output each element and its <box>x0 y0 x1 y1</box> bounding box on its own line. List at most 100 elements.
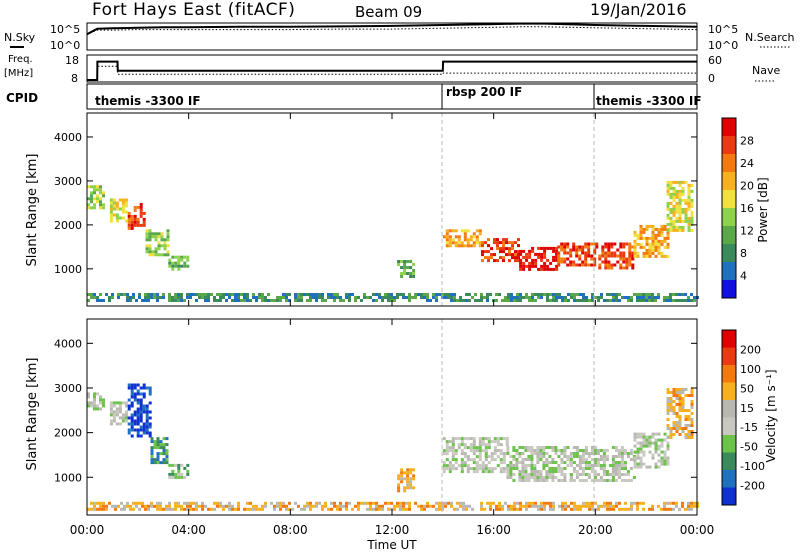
data-cell <box>549 261 553 265</box>
data-cell <box>142 428 146 432</box>
data-cell <box>678 427 682 430</box>
data-cell <box>432 296 435 299</box>
data-cell <box>426 504 429 508</box>
data-cell <box>663 239 667 243</box>
data-cell <box>681 397 685 400</box>
data-cell <box>678 180 682 184</box>
data-cell <box>604 242 608 246</box>
data-cell <box>504 296 507 299</box>
data-cell <box>496 259 499 263</box>
data-cell <box>120 501 123 505</box>
data-cell <box>463 235 467 239</box>
data-cell <box>572 260 576 264</box>
data-cell <box>507 296 510 299</box>
data-cell <box>166 229 170 233</box>
data-cell <box>405 296 408 299</box>
data-cell <box>542 455 546 458</box>
data-cell <box>276 299 279 302</box>
data-cell <box>584 467 588 470</box>
data-cell <box>678 189 682 193</box>
data-cell <box>551 470 555 473</box>
data-cell <box>136 223 140 227</box>
data-cell <box>536 455 540 458</box>
data-cell <box>554 470 558 473</box>
data-cell <box>490 470 494 474</box>
data-cell <box>584 464 588 467</box>
data-cell <box>584 473 588 476</box>
data-cell <box>318 293 321 296</box>
data-cell <box>524 446 528 449</box>
data-cell <box>684 207 688 211</box>
data-cell <box>381 299 384 302</box>
data-cell <box>342 504 345 508</box>
data-cell <box>666 400 670 403</box>
data-cell <box>578 461 582 464</box>
data-cell <box>145 404 149 408</box>
data-cell <box>506 473 510 476</box>
data-cell <box>228 507 231 511</box>
data-cell <box>625 260 629 264</box>
data-cell <box>648 438 652 442</box>
data-cell <box>657 233 661 237</box>
data-cell <box>252 507 255 511</box>
data-cell <box>675 412 679 415</box>
data-cell <box>578 449 582 452</box>
data-cell <box>139 386 143 390</box>
data-cell <box>147 293 150 296</box>
data-cell <box>499 256 502 260</box>
data-cell <box>454 458 458 462</box>
data-cell <box>537 296 540 299</box>
data-cell <box>611 461 615 464</box>
data-cell <box>442 235 446 239</box>
data-cell <box>475 241 479 245</box>
data-cell <box>270 501 273 505</box>
data-cell <box>294 296 297 299</box>
data-cell <box>409 477 413 481</box>
data-cell <box>115 216 119 220</box>
data-cell <box>336 504 339 508</box>
data-cell <box>642 299 645 302</box>
data-cell <box>393 507 396 511</box>
data-cell <box>537 255 541 259</box>
data-cell <box>585 501 588 505</box>
data-cell <box>593 476 597 479</box>
nsearch-series-line <box>86 26 698 35</box>
data-cell <box>166 244 170 248</box>
data-cell <box>454 437 458 441</box>
data-cell <box>475 464 479 468</box>
data-cell <box>561 504 564 508</box>
data-cell <box>666 388 670 391</box>
data-cell <box>587 254 591 258</box>
data-cell <box>285 507 288 511</box>
data-cell <box>466 446 470 450</box>
data-cell <box>642 432 646 436</box>
data-cell <box>445 241 449 245</box>
data-cell <box>327 507 330 511</box>
data-cell <box>663 227 667 231</box>
data-cell <box>141 501 144 505</box>
data-cell <box>219 296 222 299</box>
data-cell <box>231 507 234 511</box>
data-cell <box>672 406 676 409</box>
data-cell <box>171 255 175 259</box>
data-cell <box>462 504 465 508</box>
data-cell <box>442 461 446 465</box>
data-cell <box>666 403 670 406</box>
data-cell <box>654 441 658 445</box>
data-cell <box>625 263 629 267</box>
data-cell <box>666 296 669 299</box>
data-cell <box>552 299 555 302</box>
data-cell <box>626 473 630 476</box>
data-cell <box>357 296 360 299</box>
data-cell <box>156 299 159 302</box>
data-cell <box>505 440 509 444</box>
data-cell <box>534 252 538 256</box>
data-cell <box>669 207 673 211</box>
data-cell <box>684 388 688 391</box>
data-cell <box>412 275 416 278</box>
data-cell <box>512 467 516 470</box>
y-tick-label: 2000 <box>54 219 82 232</box>
data-cell <box>148 389 152 393</box>
data-cell <box>499 467 503 471</box>
data-cell <box>130 404 134 408</box>
